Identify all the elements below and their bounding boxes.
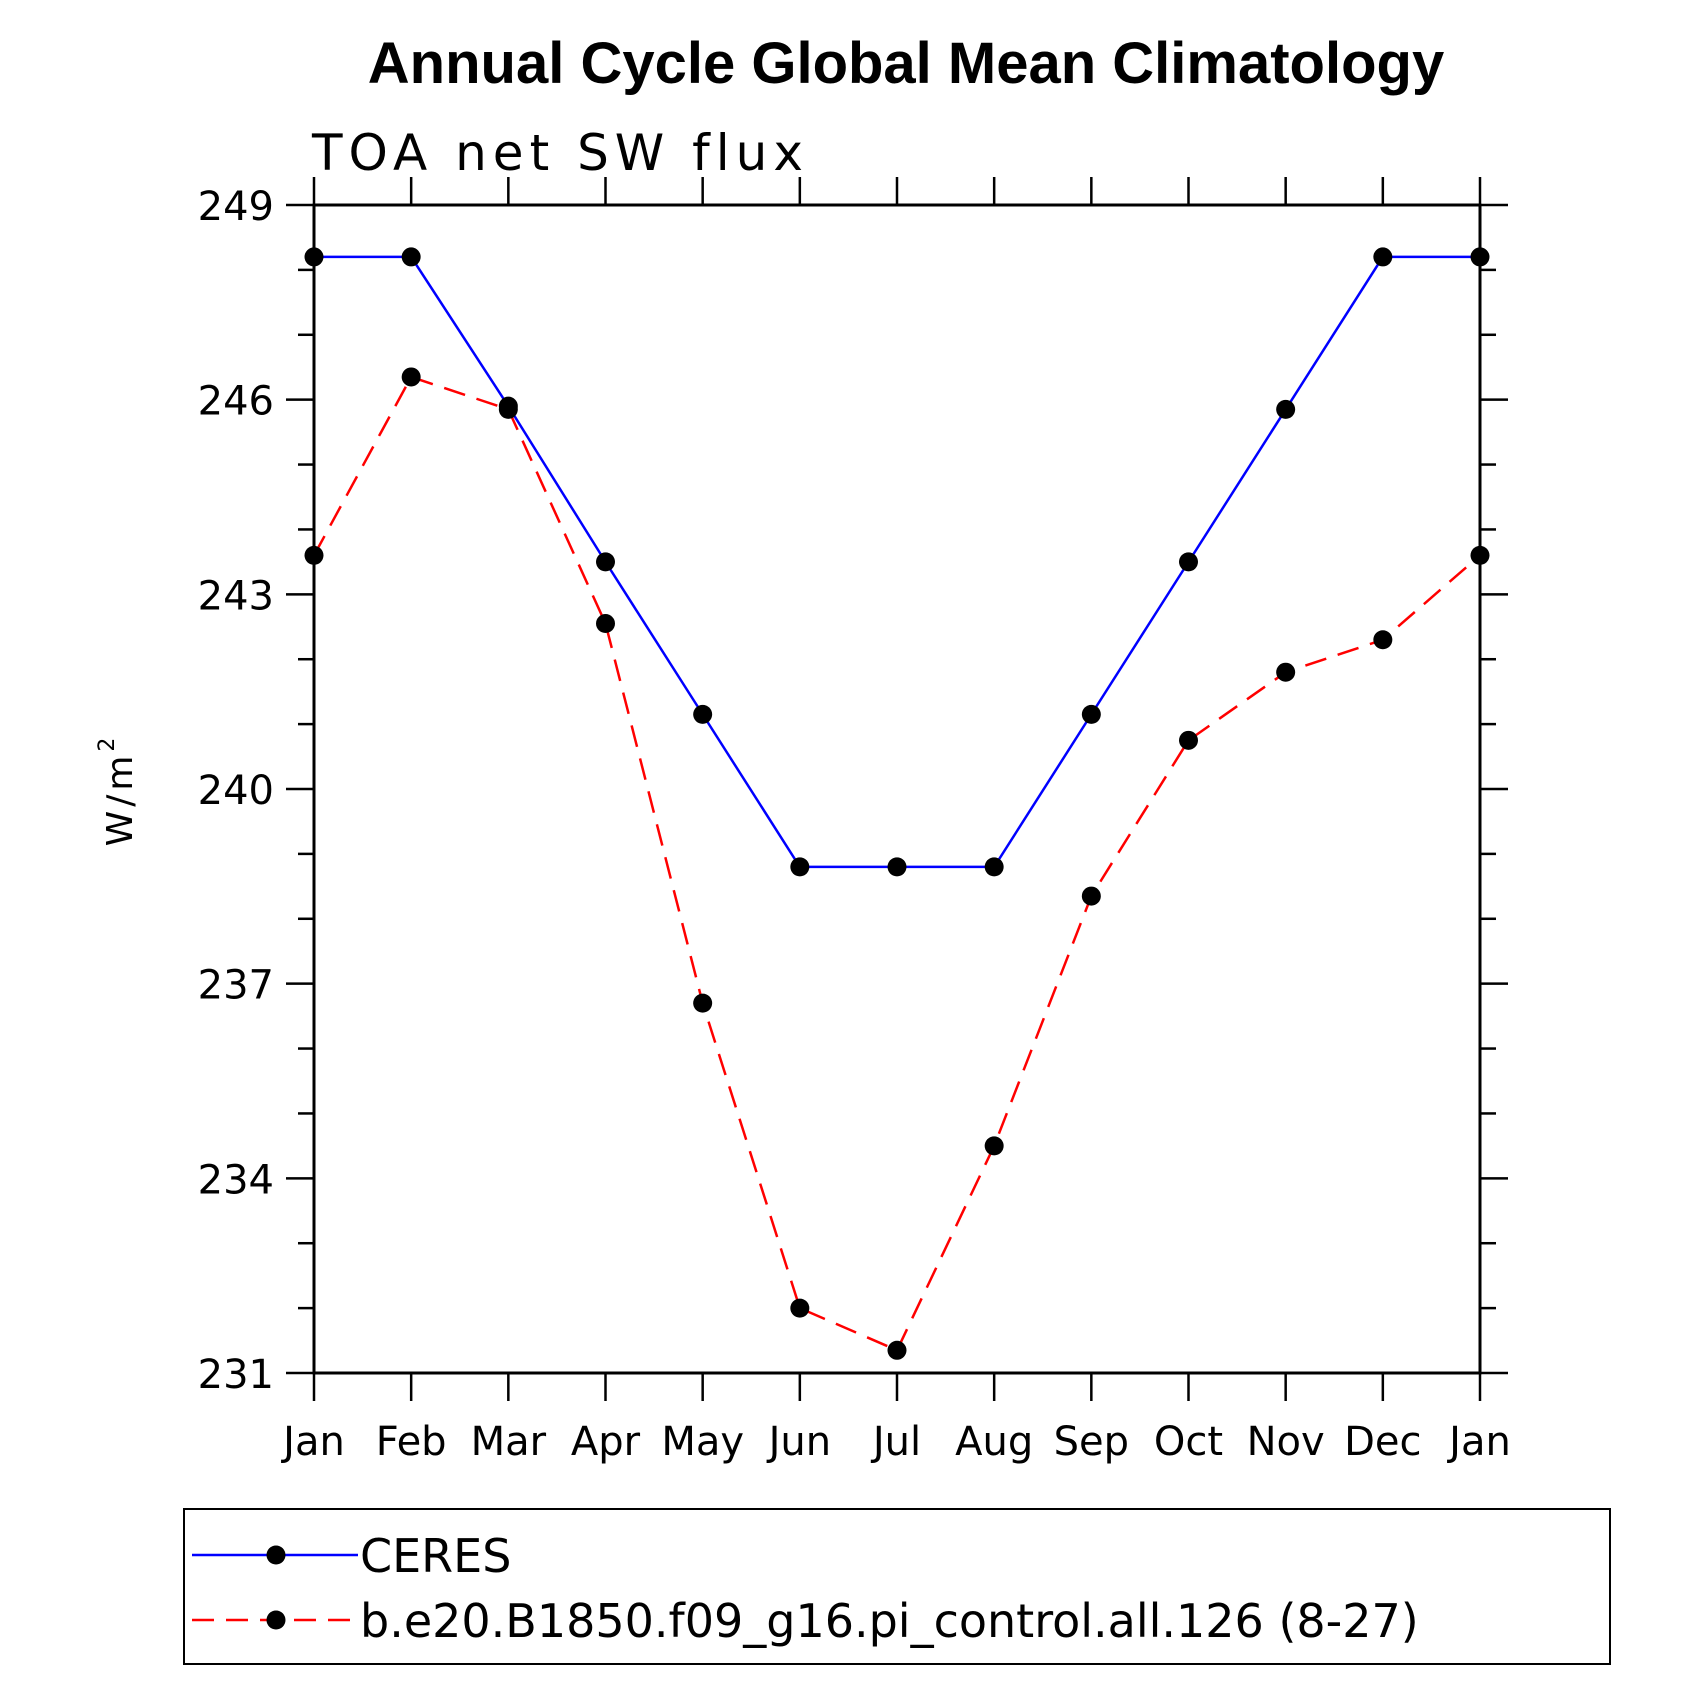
data-point	[1179, 730, 1198, 750]
data-point	[1276, 399, 1296, 419]
series-layer	[304, 247, 1490, 1360]
data-point	[887, 857, 907, 877]
y-axis-label-text: W/m	[100, 752, 141, 847]
x-tick-label: Dec	[1344, 1419, 1421, 1465]
y-tick-label: 234	[198, 1157, 274, 1203]
data-point	[1179, 552, 1198, 572]
y-tick-label: 231	[198, 1352, 274, 1398]
data-point	[1373, 247, 1393, 267]
series-2	[304, 367, 1490, 1360]
data-point	[596, 614, 615, 634]
data-point	[984, 1136, 1004, 1156]
legend-entries: CERES b.e20.B1850.f09_g16.pi_control.all.…	[192, 1529, 1419, 1648]
chart-subtitle: TOA net SW flux	[311, 124, 809, 182]
series-1	[304, 247, 1490, 877]
y-tick-labels: 231 234 237 240 243 246 249	[198, 184, 274, 1398]
data-point	[887, 1340, 907, 1360]
legend-entry: CERES	[192, 1529, 511, 1583]
x-tick-label: Feb	[376, 1419, 447, 1465]
x-tick-label: May	[661, 1419, 744, 1465]
legend: CERES b.e20.B1850.f09_g16.pi_control.all.…	[183, 1508, 1611, 1665]
series-line	[314, 255, 1480, 869]
chart-title: Annual Cycle Global Mean Climatology	[368, 31, 1444, 96]
legend-entry: b.e20.B1850.f09_g16.pi_control.all.126 (…	[192, 1594, 1419, 1648]
data-point	[498, 399, 518, 419]
x-tick-label: Oct	[1154, 1419, 1223, 1465]
legend-label: b.e20.B1850.f09_g16.pi_control.all.126 (…	[360, 1594, 1419, 1648]
y-tick-label: 237	[198, 963, 274, 1009]
x-tick-label: Mar	[471, 1419, 547, 1465]
legend-box	[183, 1508, 1611, 1665]
plot-frame	[312, 203, 1482, 1375]
data-point	[401, 367, 421, 387]
y-tick-label: 246	[198, 379, 274, 425]
x-tick-label: Nov	[1247, 1419, 1325, 1465]
svg-text:W/m2: W/m2	[95, 734, 141, 847]
x-tick-label: Jul	[870, 1419, 921, 1465]
legend-marker	[266, 1610, 286, 1630]
x-tick-label: Aug	[955, 1419, 1033, 1465]
x-tick-labels: Jan Feb Mar Apr May Jun Jul Aug Sep Oct Nov Dec Jan	[280, 1419, 1511, 1465]
x-tick-label: Jan	[1446, 1419, 1511, 1465]
x-tick-label: Jan	[280, 1419, 345, 1465]
data-point	[693, 704, 713, 724]
x-tick-label: Sep	[1054, 1419, 1129, 1465]
y-tick-label: 240	[198, 768, 274, 814]
data-point	[596, 552, 615, 572]
y-tick-label: 243	[198, 573, 274, 619]
data-point	[401, 247, 421, 267]
y-axis-label: W/m2	[95, 734, 141, 847]
y-tick-label: 249	[198, 184, 274, 230]
x-tick-label: Jun	[766, 1419, 832, 1465]
data-point	[1276, 662, 1296, 682]
y-axis-label-superscript: 2	[95, 734, 120, 752]
data-point	[1081, 704, 1101, 724]
data-point	[790, 857, 810, 877]
legend-marker	[266, 1545, 286, 1565]
axis-ticks	[286, 177, 1508, 1401]
legend-label: CERES	[360, 1529, 511, 1583]
data-point	[790, 1298, 810, 1318]
data-point	[984, 857, 1004, 877]
data-point	[1373, 630, 1393, 650]
data-point	[1081, 886, 1101, 906]
data-point	[693, 993, 713, 1013]
x-tick-label: Apr	[571, 1419, 641, 1465]
